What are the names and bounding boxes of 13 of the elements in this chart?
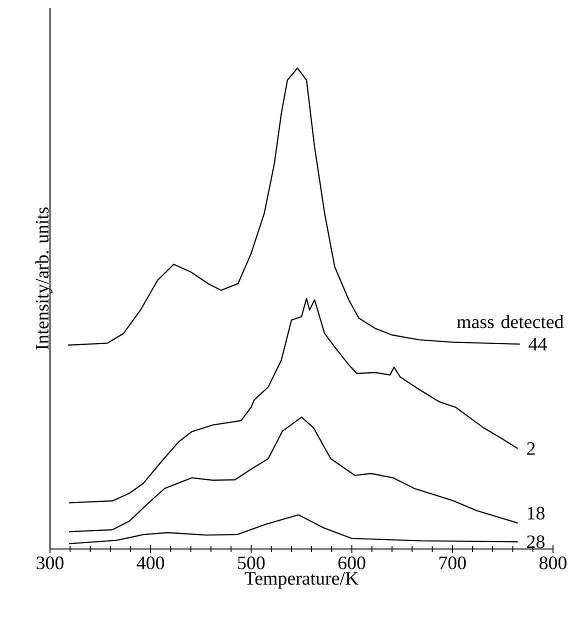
x-tick-label: 500 <box>238 556 265 570</box>
series-label: 44 <box>528 338 547 350</box>
series-label: 28 <box>527 535 545 548</box>
x-tick-label: 400 <box>136 556 164 570</box>
y-axis-title: Intensity/arb. units <box>35 207 52 350</box>
x-tick-label: 300 <box>36 556 64 570</box>
x-tick-label: 700 <box>439 556 466 570</box>
legend-title: mass detected <box>456 314 564 328</box>
series-label: 2 <box>527 442 535 455</box>
x-tick-label: 800 <box>540 556 566 570</box>
x-tick-label: 600 <box>338 556 366 570</box>
x-axis-title: Temperature/K <box>244 572 358 589</box>
series-label: 18 <box>528 506 545 520</box>
